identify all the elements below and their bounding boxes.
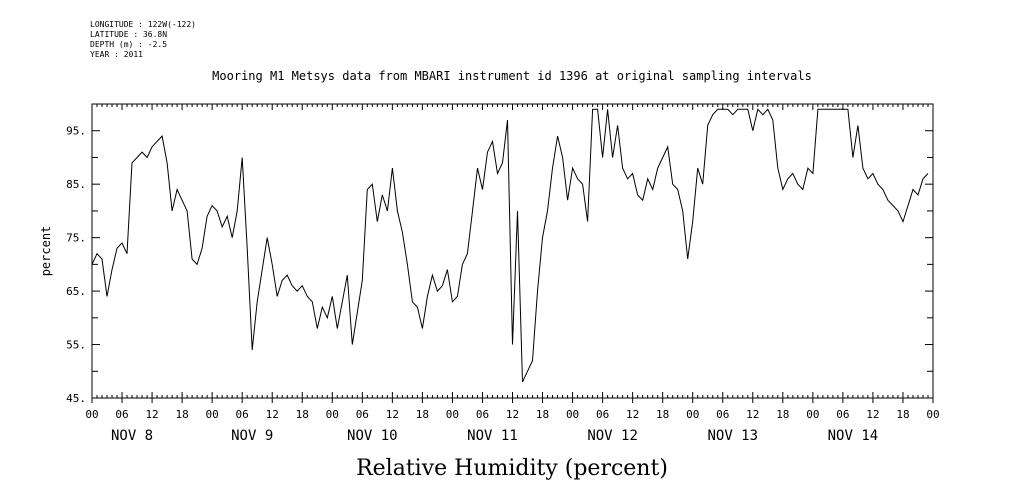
x-tick-label: 18 (175, 408, 188, 421)
x-tick-label: 00 (326, 408, 339, 421)
y-tick-label: 75. (66, 232, 86, 245)
x-day-label: NOV 12 (587, 428, 638, 444)
y-tick-label: 55. (66, 339, 86, 352)
x-tick-label: 00 (926, 408, 939, 421)
x-tick-label: 12 (386, 408, 399, 421)
y-tick-label: 95. (66, 125, 86, 138)
x-tick-label: 12 (145, 408, 158, 421)
longitude-text: LONGITUDE : 122W(-122) (90, 20, 196, 29)
y-axis-label: percent (39, 226, 53, 277)
x-tick-label: 18 (896, 408, 909, 421)
x-tick-label: 06 (596, 408, 609, 421)
x-tick-label: 18 (776, 408, 789, 421)
x-tick-label: 18 (536, 408, 549, 421)
x-tick-label: 06 (836, 408, 849, 421)
x-day-label: NOV 13 (707, 428, 758, 444)
y-tick-label: 65. (66, 285, 86, 298)
x-tick-label: 06 (356, 408, 369, 421)
latitude-text: LATITUDE : 36.8N (90, 30, 168, 39)
y-tick-label: 45. (66, 392, 86, 405)
x-tick-label: 18 (416, 408, 429, 421)
x-tick-label: 18 (656, 408, 669, 421)
x-tick-label: 00 (686, 408, 699, 421)
x-day-label: NOV 11 (467, 428, 518, 444)
x-day-label: NOV 8 (111, 428, 153, 444)
metadata-block: LONGITUDE : 122W(-122) LATITUDE : 36.8N … (90, 20, 196, 60)
x-tick-label: 12 (266, 408, 279, 421)
x-tick-label: 12 (626, 408, 639, 421)
x-day-label: NOV 9 (231, 428, 273, 444)
x-tick-label: 06 (476, 408, 489, 421)
x-tick-label: 12 (746, 408, 759, 421)
x-tick-label: 00 (446, 408, 459, 421)
x-tick-label: 00 (206, 408, 219, 421)
x-tick-label: 12 (506, 408, 519, 421)
x-tick-label: 06 (716, 408, 729, 421)
chart-title: Mooring M1 Metsys data from MBARI instru… (212, 69, 812, 83)
x-tick-label: 06 (115, 408, 128, 421)
series-line (91, 108, 929, 383)
x-tick-label: 18 (296, 408, 309, 421)
x-axis-label: Relative Humidity (percent) (356, 456, 668, 481)
x-day-label: NOV 10 (347, 428, 398, 444)
y-tick-label: 85. (66, 178, 86, 191)
depth-text: DEPTH (m) : -2.5 (90, 40, 168, 49)
plot-frame (91, 103, 934, 399)
year-text: YEAR : 2011 (90, 50, 143, 59)
x-tick-label: 00 (566, 408, 579, 421)
x-tick-label: 00 (85, 408, 98, 421)
x-tick-label: 12 (866, 408, 879, 421)
y-axis: 45. 55. 65. 75. 85. 95. (66, 103, 933, 405)
x-tick-label: 06 (236, 408, 249, 421)
x-tick-label: 00 (806, 408, 819, 421)
x-day-label: NOV 14 (828, 428, 879, 444)
x-axis: 00 06 12 18 00 06 12 18 00 06 12 18 00 06 12 18 00 06 12 18… (85, 104, 940, 444)
